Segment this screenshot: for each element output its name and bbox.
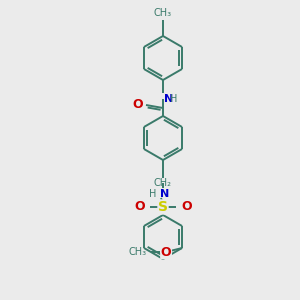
Text: O: O bbox=[181, 200, 192, 214]
Text: O: O bbox=[134, 200, 145, 214]
Text: N: N bbox=[160, 189, 169, 199]
Text: CH₃: CH₃ bbox=[129, 247, 147, 257]
Text: CH₂: CH₂ bbox=[154, 178, 172, 188]
Text: O: O bbox=[161, 245, 171, 259]
Text: O: O bbox=[132, 98, 143, 110]
Text: S: S bbox=[158, 200, 168, 214]
Text: CH₃: CH₃ bbox=[154, 8, 172, 18]
Text: H: H bbox=[148, 189, 156, 199]
Text: H: H bbox=[170, 94, 177, 104]
Text: N: N bbox=[164, 94, 173, 104]
